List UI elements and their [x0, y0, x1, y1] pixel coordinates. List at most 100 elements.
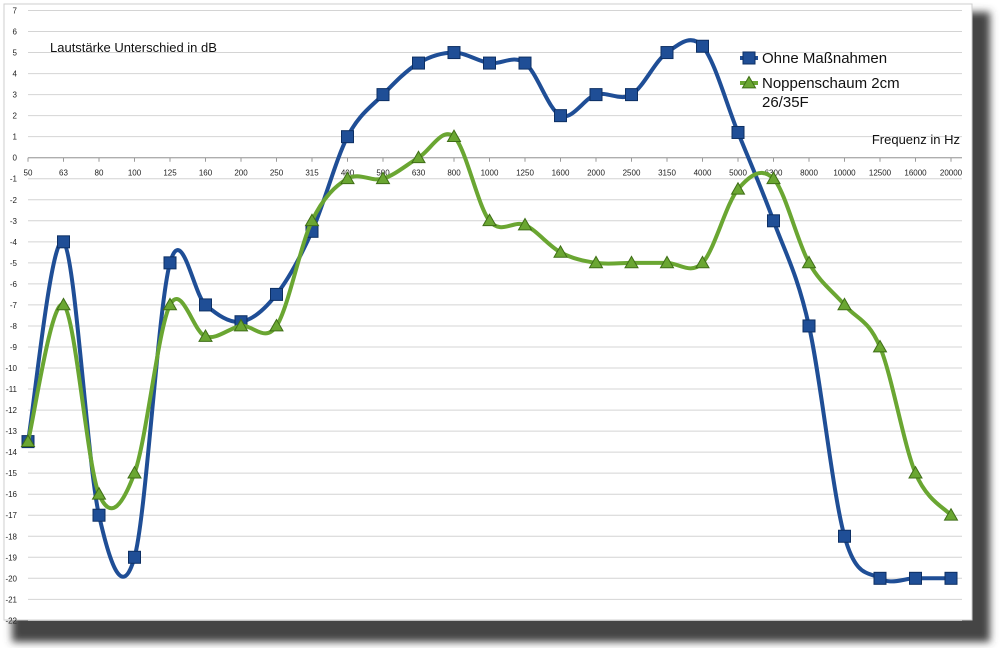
x-tick-label: 100: [128, 169, 142, 178]
data-point: [270, 287, 283, 301]
y-tick-label: 6: [13, 28, 18, 37]
x-axis-tick-marks: [27, 157, 952, 162]
x-tick-label: 1600: [552, 169, 570, 178]
x-tick-label: 50: [24, 169, 33, 178]
data-point: [269, 318, 284, 332]
x-tick-label: 1000: [481, 169, 499, 178]
x-tick-label: 4000: [694, 169, 712, 178]
data-point: [163, 256, 177, 270]
data-point: [908, 465, 923, 479]
y-tick-label: -2: [10, 196, 18, 205]
data-point: [624, 255, 639, 269]
legend-entry-label: Ohne Maßnahmen: [762, 50, 887, 67]
data-point: [731, 125, 745, 139]
y-tick-label: -21: [5, 595, 17, 604]
y-tick-label: -1: [10, 175, 18, 184]
data-point: [162, 297, 178, 311]
data-point: [518, 56, 532, 70]
y-tick-label: -20: [5, 574, 17, 583]
data-point: [198, 328, 213, 342]
y-tick-label: 5: [13, 49, 18, 58]
y-tick-label: -3: [10, 217, 18, 226]
legend: Ohne Maßnahmen Noppenschaum 2cm 26/35F: [740, 50, 900, 111]
y-tick-label: 0: [13, 154, 18, 163]
x-tick-label: 1250: [516, 169, 534, 178]
y-tick-label: -7: [10, 301, 18, 310]
data-point: [92, 508, 106, 522]
series-1: [21, 38, 958, 585]
data-point: [766, 171, 781, 185]
data-point: [376, 88, 390, 102]
data-point: [588, 255, 604, 269]
legend-marker: [742, 51, 756, 65]
x-tick-label: 250: [270, 169, 284, 178]
y-tick-label: -5: [10, 259, 18, 268]
x-tick-label: 5000: [729, 169, 747, 178]
legend-entry-label: Noppenschaum 2cm 26/35F: [762, 75, 900, 111]
data-point: [909, 571, 922, 585]
y-tick-label: -13: [5, 427, 17, 436]
x-tick-label: 2000: [587, 169, 605, 178]
x-tick-label: 160: [199, 169, 213, 178]
data-point: [553, 244, 568, 258]
data-point: [482, 213, 497, 227]
y-tick-label: -8: [10, 322, 18, 331]
x-tick-label: 800: [447, 169, 461, 178]
x-tick-label: 12500: [869, 169, 892, 178]
series-layer: [20, 38, 959, 585]
y-tick-label: 1: [13, 133, 18, 142]
y-tick-label: 4: [13, 70, 18, 79]
series-line: [26, 132, 953, 517]
data-point: [873, 571, 887, 585]
data-point: [341, 130, 354, 144]
y-tick-label: -22: [5, 616, 17, 625]
data-point: [375, 171, 391, 185]
data-point: [517, 217, 533, 231]
data-point: [837, 297, 852, 311]
data-point: [447, 46, 461, 60]
data-point: [57, 235, 70, 249]
x-tick-label: 16000: [904, 169, 927, 178]
data-point: [802, 319, 816, 333]
y-tick-label: -11: [6, 385, 18, 394]
data-point: [128, 550, 141, 564]
data-point: [554, 109, 567, 123]
data-point: [446, 129, 462, 143]
y-tick-label: 7: [13, 7, 18, 16]
data-point: [872, 339, 888, 353]
x-tick-label: 125: [163, 169, 177, 178]
y-tick-label: 3: [13, 91, 18, 100]
legend-marker: [741, 75, 757, 89]
data-point: [20, 434, 36, 447]
data-point: [91, 486, 107, 500]
chart-annotation: Lautstärke Unterschied in dB: [50, 40, 217, 55]
data-point: [483, 56, 496, 70]
x-axis-label: Frequenz in Hz: [872, 132, 960, 147]
data-point: [56, 297, 71, 311]
data-point: [199, 298, 212, 312]
data-point: [943, 507, 959, 521]
y-axis-tick-labels: -22-21-20-19-18-17-16-15-14-13-12-11-10-…: [5, 7, 17, 626]
gridlines: [28, 10, 962, 621]
x-tick-label: 80: [95, 169, 104, 178]
y-tick-label: -19: [5, 553, 17, 562]
y-tick-label: -6: [10, 280, 18, 289]
y-tick-label: -17: [5, 511, 17, 520]
plot-background: [3, 3, 973, 621]
data-point: [659, 255, 675, 269]
data-point: [801, 255, 817, 269]
x-tick-label: 3150: [658, 169, 676, 178]
x-tick-label: 630: [412, 169, 426, 178]
data-point: [944, 571, 958, 585]
data-point: [340, 171, 355, 185]
data-point: [696, 39, 709, 53]
y-tick-label: -9: [10, 343, 18, 352]
data-point: [625, 88, 638, 102]
y-tick-label: -15: [5, 469, 17, 478]
y-tick-label: -10: [5, 364, 17, 373]
data-point: [695, 255, 710, 269]
data-point: [730, 181, 746, 195]
x-tick-label: 20000: [940, 169, 963, 178]
x-tick-label: 200: [234, 169, 248, 178]
